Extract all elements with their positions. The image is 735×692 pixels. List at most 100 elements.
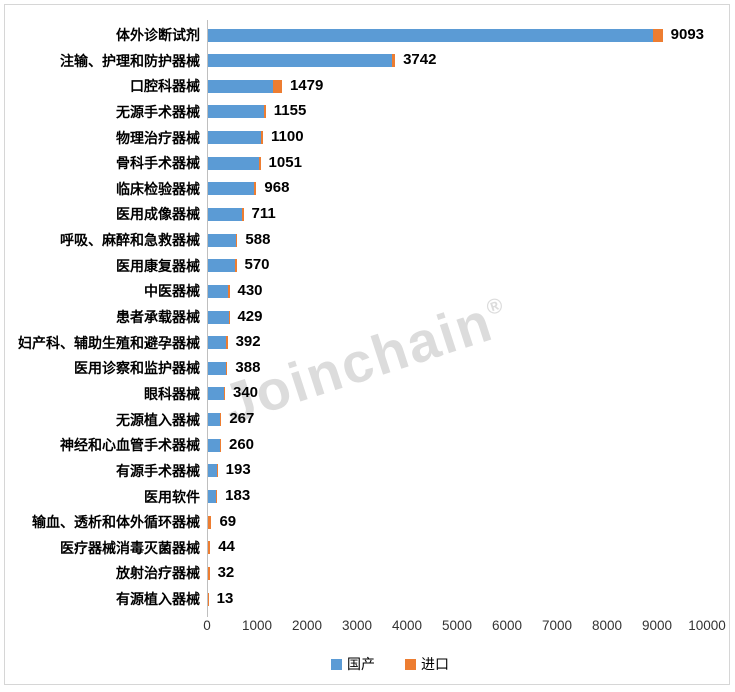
bar-8 bbox=[208, 207, 244, 221]
bar-16 bbox=[208, 413, 222, 427]
x-axis-tick-label: 3000 bbox=[341, 618, 373, 633]
value-label: 44 bbox=[218, 538, 235, 556]
bar-segment-import bbox=[235, 259, 237, 273]
bar-23 bbox=[208, 592, 209, 606]
legend: 国产 进口 bbox=[331, 654, 449, 674]
category-label: 呼吸、麻醉和急救器械 bbox=[60, 232, 200, 249]
category-label: 妇产科、辅助生殖和避孕器械 bbox=[18, 334, 200, 351]
bar-15 bbox=[208, 387, 225, 401]
bar-segment-import bbox=[219, 438, 221, 452]
bar-segment-import bbox=[208, 515, 212, 529]
category-label: 医用成像器械 bbox=[116, 206, 200, 223]
category-label: 骨科手术器械 bbox=[116, 155, 200, 172]
bar-22 bbox=[208, 566, 210, 580]
bar-segment-domestic bbox=[208, 464, 218, 478]
bar-segment-domestic bbox=[208, 361, 227, 375]
bar-14 bbox=[208, 361, 228, 375]
category-label: 体外诊断试剂 bbox=[116, 27, 200, 43]
category-label: 无源植入器械 bbox=[116, 411, 200, 428]
category-label: 注输、护理和防护器械 bbox=[60, 52, 200, 69]
bar-segment-domestic bbox=[208, 438, 220, 452]
value-label: 1479 bbox=[289, 76, 324, 94]
legend-item: 国产 bbox=[331, 654, 375, 674]
bar-segment-import bbox=[219, 413, 222, 427]
x-axis-tick-label: 5000 bbox=[441, 618, 473, 633]
x-axis-tick-label: 8000 bbox=[591, 618, 623, 633]
bar-segment-domestic bbox=[208, 54, 393, 68]
category-label: 无源手术器械 bbox=[116, 103, 200, 120]
x-axis-tick-label: 4000 bbox=[391, 618, 423, 633]
legend-label: 国产 bbox=[347, 656, 375, 672]
chart-frame-border bbox=[4, 4, 730, 685]
value-label: 183 bbox=[225, 487, 251, 505]
x-axis-tick-label: 7000 bbox=[541, 618, 573, 633]
value-label: 1051 bbox=[268, 153, 302, 171]
x-axis-tick-label: 6000 bbox=[491, 618, 523, 633]
category-label: 临床检验器械 bbox=[116, 180, 200, 197]
bar-segment-import bbox=[392, 54, 396, 68]
value-label: 340 bbox=[233, 384, 259, 402]
category-label: 医用康复器械 bbox=[116, 257, 200, 274]
bar-segment-domestic bbox=[208, 336, 227, 350]
bar-13 bbox=[208, 336, 228, 350]
value-label: 267 bbox=[229, 410, 255, 428]
bar-segment-domestic bbox=[208, 156, 259, 170]
category-label: 物理治疗器械 bbox=[116, 129, 200, 146]
bar-6 bbox=[208, 156, 261, 170]
bar-20 bbox=[208, 515, 212, 529]
bar-5 bbox=[208, 131, 263, 145]
bar-segment-domestic bbox=[208, 207, 242, 221]
bar-segment-import bbox=[241, 207, 244, 221]
value-label: 588 bbox=[245, 230, 271, 248]
bar-2 bbox=[208, 54, 396, 68]
bar-segment-domestic bbox=[208, 387, 224, 401]
bar-19 bbox=[208, 490, 218, 504]
bar-segment-domestic bbox=[208, 310, 229, 324]
category-label: 医用软件 bbox=[144, 488, 200, 505]
bar-segment-domestic bbox=[208, 233, 237, 247]
category-label: 有源手术器械 bbox=[116, 462, 200, 479]
value-label: 392 bbox=[235, 333, 261, 351]
bar-segment-import bbox=[228, 284, 230, 298]
bar-11 bbox=[208, 284, 230, 298]
bar-1 bbox=[208, 28, 663, 42]
bar-segment-import bbox=[226, 361, 228, 375]
value-label: 968 bbox=[264, 179, 290, 197]
value-label: 430 bbox=[237, 281, 263, 299]
bar-segment-import bbox=[264, 105, 266, 119]
category-label: 有源植入器械 bbox=[116, 591, 200, 608]
bar-12 bbox=[208, 310, 230, 324]
legend-item: 进口 bbox=[405, 654, 449, 674]
value-label: 9093 bbox=[670, 25, 705, 43]
value-label: 32 bbox=[217, 563, 235, 581]
bar-10 bbox=[208, 259, 237, 273]
x-axis-tick-label: 10000 bbox=[688, 618, 726, 633]
bar-segment-import bbox=[226, 336, 228, 350]
value-label: 388 bbox=[235, 358, 261, 376]
legend-label: 进口 bbox=[421, 656, 449, 672]
category-label: 中医器械 bbox=[144, 283, 200, 300]
bar-segment-import bbox=[223, 387, 225, 401]
value-label: 3742 bbox=[403, 51, 437, 69]
bar-segment-import bbox=[254, 182, 257, 196]
value-label: 193 bbox=[225, 461, 251, 479]
x-axis-tick-label: 0 bbox=[203, 618, 211, 633]
bar-21 bbox=[208, 541, 211, 555]
bar-4 bbox=[208, 105, 266, 119]
value-label: 13 bbox=[216, 589, 234, 607]
value-label: 69 bbox=[219, 512, 237, 530]
bar-segment-import bbox=[208, 566, 210, 580]
bar-segment-import bbox=[208, 541, 211, 555]
bar-segment-domestic bbox=[208, 105, 264, 119]
bar-segment-import bbox=[273, 79, 282, 93]
value-label: 1100 bbox=[271, 128, 304, 146]
bar-segment-domestic bbox=[208, 413, 220, 427]
x-axis-tick-label: 2000 bbox=[291, 618, 323, 633]
x-axis-tick-label: 9000 bbox=[641, 618, 673, 633]
bar-segment-import bbox=[208, 592, 209, 606]
category-label: 口腔科器械 bbox=[130, 78, 200, 95]
bar-9 bbox=[208, 233, 238, 247]
bar-7 bbox=[208, 182, 257, 196]
category-label: 医用诊察和监护器械 bbox=[74, 360, 200, 377]
